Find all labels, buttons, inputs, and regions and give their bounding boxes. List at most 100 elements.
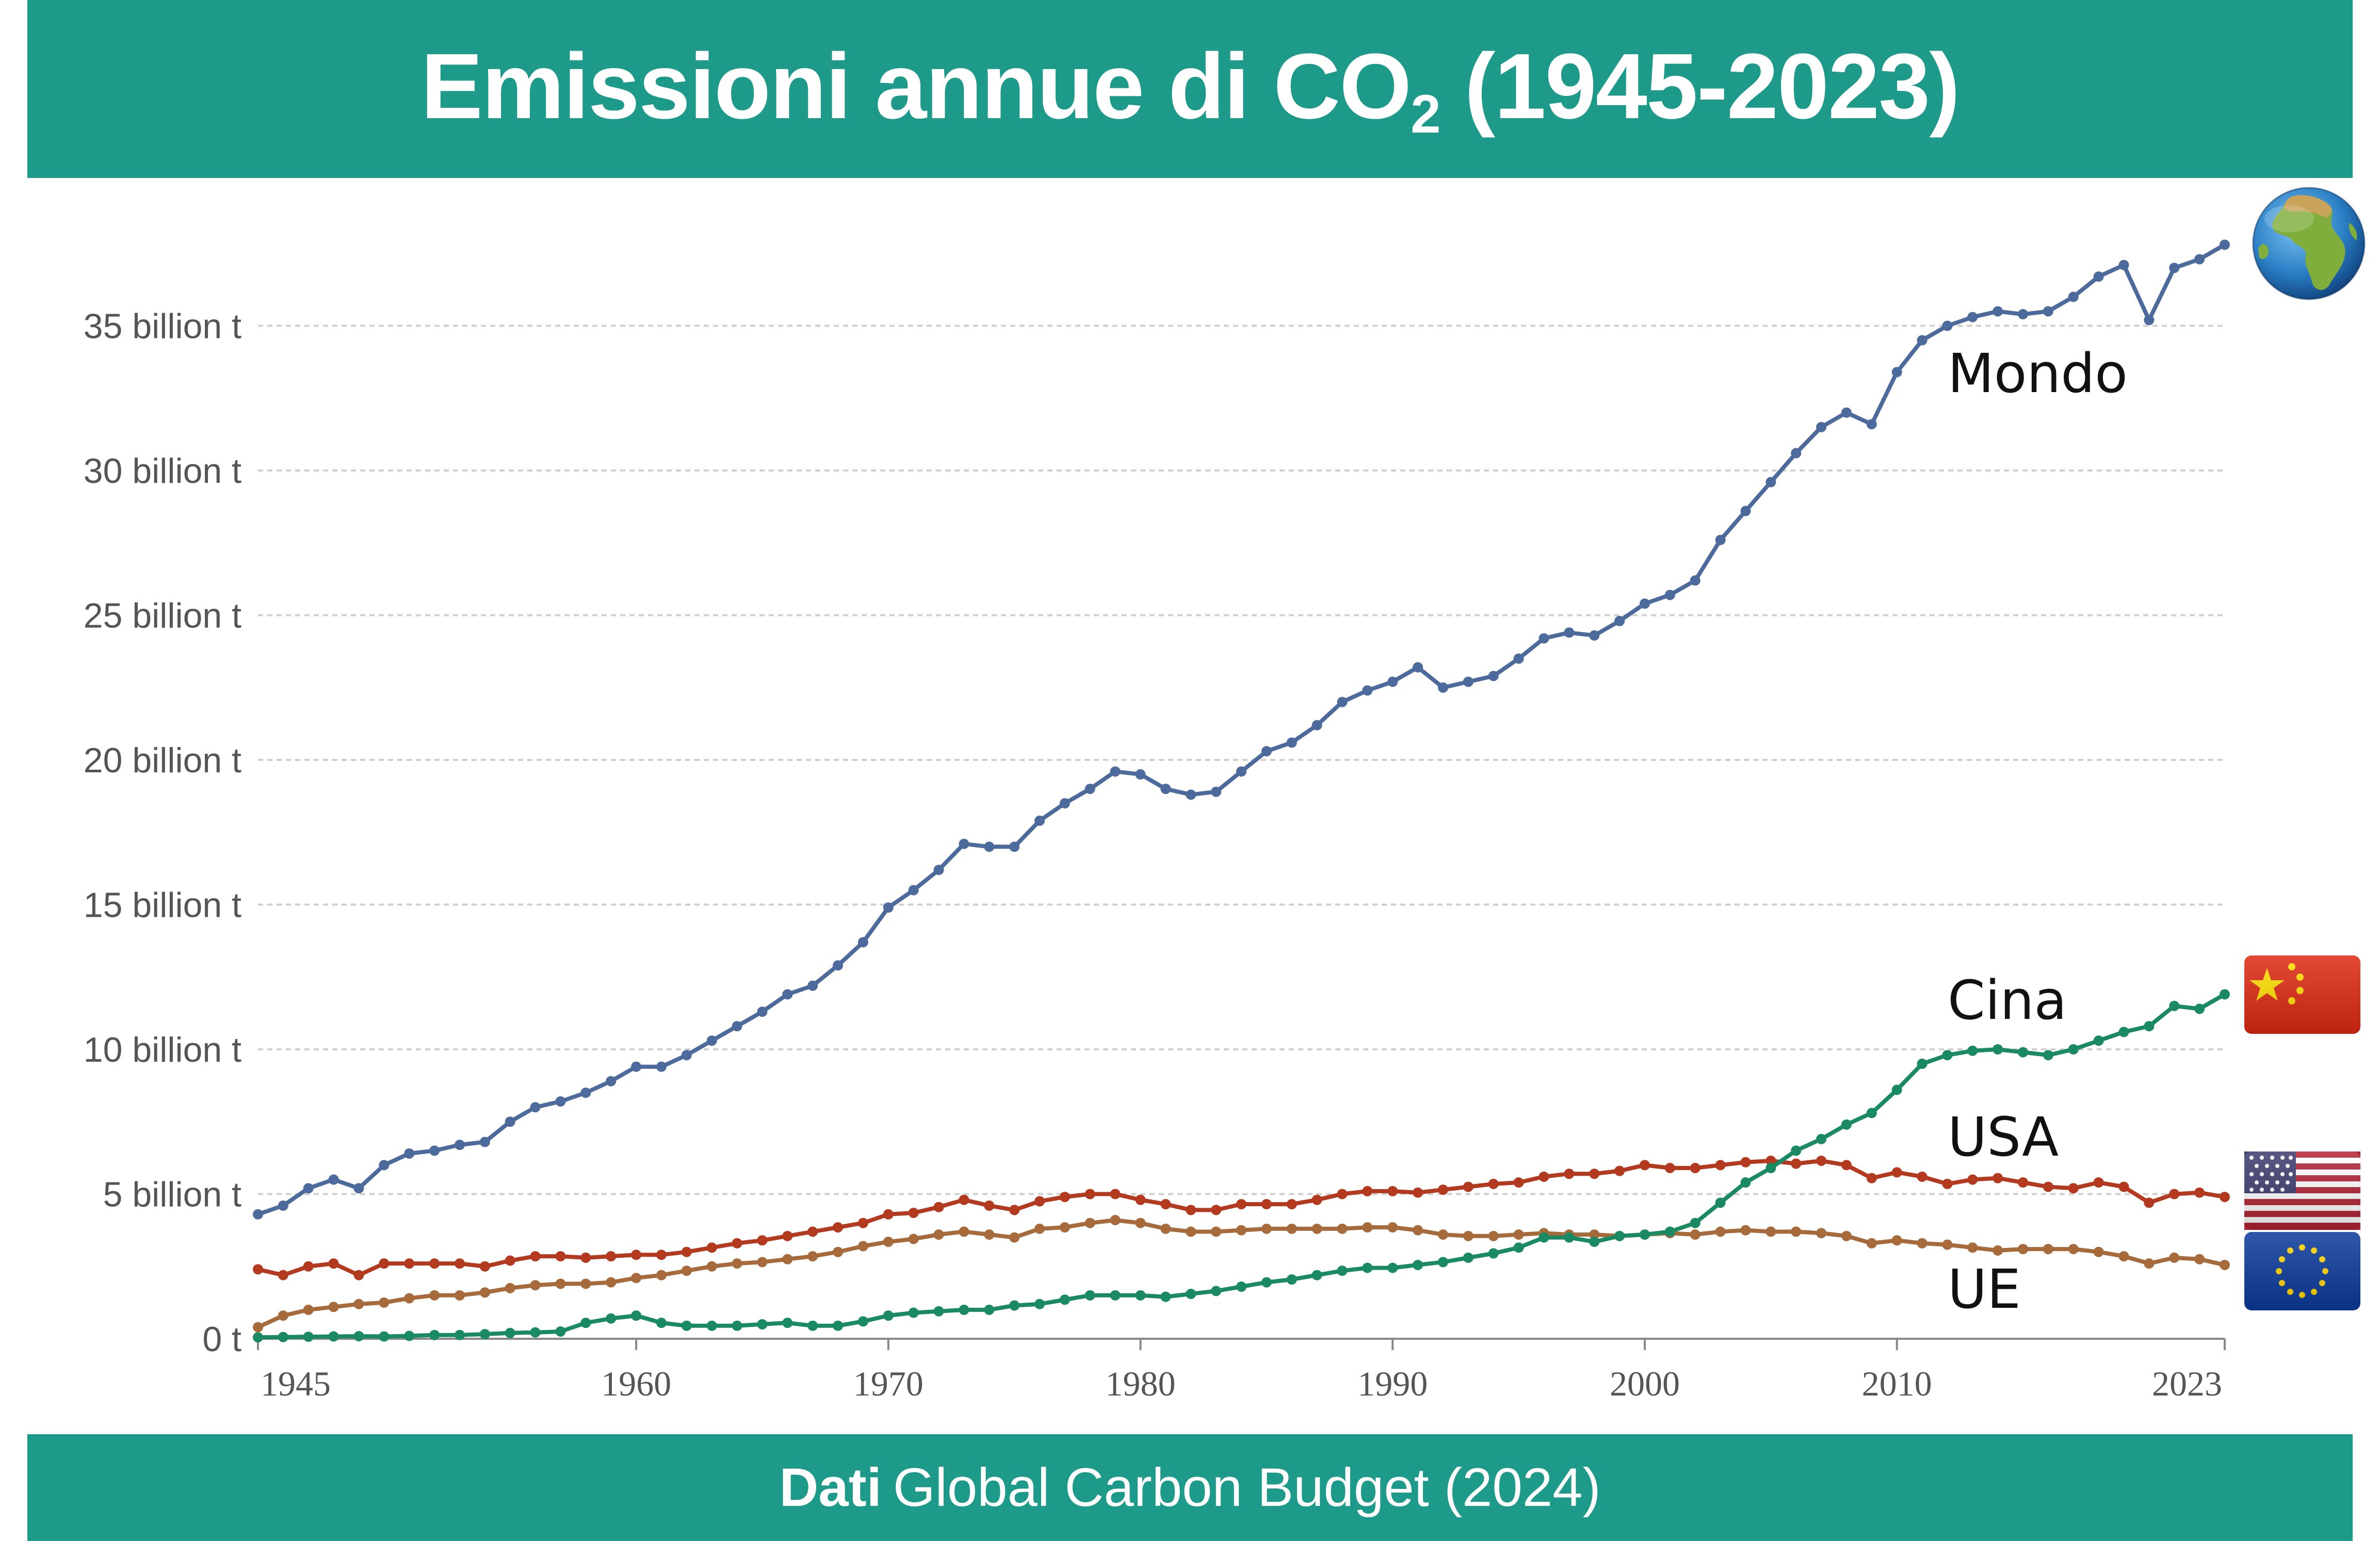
data-point [631,1061,642,1072]
data-point [303,1304,314,1315]
data-point [732,1320,742,1331]
data-point [757,1257,768,1268]
data-point [807,980,818,991]
data-point [1866,1108,1877,1118]
data-point [530,1102,541,1113]
grid-layer [258,325,2225,1195]
data-point [353,1270,364,1280]
data-point [1034,815,1045,826]
data-point [1362,1222,1373,1233]
data-point [1866,419,1877,430]
axis-layer: 0 t 5 billion t 10 billion t 15 billion t 20… [84,307,2226,1403]
data-point [833,960,844,971]
data-point [1059,1192,1070,1203]
data-point [1110,1189,1121,1199]
data-point [2194,1187,2205,1198]
data-point [1942,320,1953,331]
data-point [328,1174,339,1185]
data-point [429,1290,440,1301]
data-point [1084,1189,1095,1199]
data-point [606,1251,617,1262]
data-point [1463,1252,1474,1263]
y-tick-label: 10 billion t [84,1030,241,1069]
data-point [1261,746,1272,757]
usa-flag-icon [2244,1151,2360,1230]
data-point [1186,1226,1196,1237]
data-point [555,1096,566,1107]
data-point [1236,766,1246,777]
data-point [1463,1181,1474,1192]
source-banner: Dati Global Carbon Budget (2024) [27,1434,2353,1541]
data-point [1211,1286,1222,1296]
data-point [1084,1218,1095,1228]
data-point [883,1237,894,1247]
data-point [505,1327,515,1338]
data-point [379,1297,390,1308]
data-point [2144,315,2155,326]
data-point [2118,1027,2129,1037]
data-point [1286,1199,1297,1210]
y-tick-label: 30 billion t [84,451,241,491]
data-point [505,1283,515,1293]
data-point [253,1332,263,1343]
data-point [1009,1205,1020,1215]
series-label-usa: USA [1948,1106,2059,1169]
x-tick-label: 1990 [1357,1364,1428,1403]
data-point [857,1218,868,1228]
data-point [1942,1239,1953,1250]
data-point [505,1116,515,1127]
data-point [807,1320,818,1331]
data-point [1664,1226,1675,1237]
data-point [1286,1274,1297,1285]
data-point [1866,1173,1877,1183]
data-point [1614,1165,1625,1176]
y-tick-label: 15 billion t [84,886,241,925]
data-point [959,1226,969,1237]
series-usa [253,1155,2230,1280]
x-tick-label: 2000 [1610,1364,1680,1403]
data-point [1993,1245,2003,1256]
data-point [1337,696,1348,707]
data-point [1186,1289,1196,1300]
data-point [1362,685,1373,696]
data-point [681,1266,692,1276]
eu-flag-icon [2244,1232,2360,1310]
data-point [253,1322,263,1333]
data-point [1337,1189,1348,1199]
data-point [857,1241,868,1252]
data-point [1135,1218,1146,1228]
data-point [1261,1199,1272,1210]
data-point [379,1160,390,1171]
data-point [1614,1230,1625,1241]
data-point [454,1290,465,1301]
data-point [2144,1258,2155,1269]
data-point [1766,1155,1776,1166]
data-point [1337,1223,1348,1234]
data-point [2043,1181,2053,1192]
data-point [2093,271,2104,282]
data-point [1614,615,1625,626]
series-cina [253,989,2230,1343]
data-point [1766,1163,1776,1174]
data-point [833,1222,844,1233]
data-point [1160,784,1171,794]
data-point [656,1270,667,1280]
title-banner: Emissioni annue di CO2 (1945-2023) [27,0,2353,178]
data-point [908,1307,919,1318]
data-point [1009,1232,1020,1243]
data-point [454,1140,465,1150]
data-point [1740,506,1751,516]
data-point [1261,1223,1272,1234]
data-point [328,1302,339,1312]
data-point [732,1238,742,1248]
data-point [1917,1171,1928,1182]
data-point [1891,1167,1902,1178]
series-label-mondo: Mondo [1948,342,2128,405]
data-point [278,1270,288,1280]
x-tick-label: 2010 [1862,1364,1932,1403]
data-point [1488,1230,1499,1241]
data-point [353,1183,364,1194]
data-point [253,1264,263,1275]
data-point [606,1076,617,1086]
data-point [2194,254,2205,265]
